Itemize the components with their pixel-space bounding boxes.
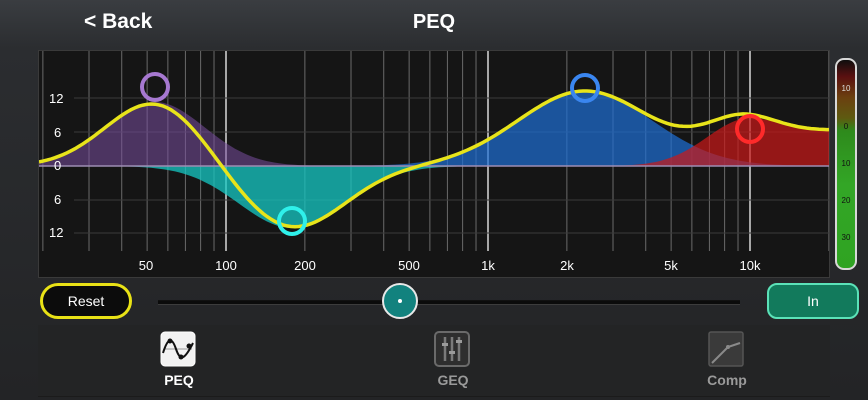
y-label: 12 xyxy=(49,225,63,240)
level-meter: 10 0 10 20 30 xyxy=(835,58,857,270)
band2-fill xyxy=(39,166,829,228)
reset-button[interactable]: Reset xyxy=(40,283,132,319)
y-label: 0 xyxy=(54,158,61,173)
tab-peq[interactable]: PEQ xyxy=(119,325,239,397)
meter-label: 10 xyxy=(841,159,851,168)
band4-fill xyxy=(39,118,829,166)
band-slider-track[interactable] xyxy=(158,300,740,305)
band3-handle[interactable] xyxy=(570,73,600,103)
tab-geq[interactable]: GEQ xyxy=(393,325,513,397)
x-label: 200 xyxy=(294,258,316,273)
y-label: 6 xyxy=(54,192,61,207)
tab-comp[interactable]: Comp xyxy=(667,325,787,397)
y-label: 6 xyxy=(54,125,61,140)
peq-curve-icon xyxy=(160,331,196,367)
band1-handle[interactable] xyxy=(140,72,170,102)
x-label: 5k xyxy=(664,258,678,273)
page-title: PEQ xyxy=(412,11,456,33)
eq-graph-canvas[interactable]: 12 6 0 6 12 50 100 200 500 1k 2k 5k 10k xyxy=(39,51,830,278)
band2-handle[interactable] xyxy=(277,206,307,236)
y-label: 12 xyxy=(49,91,63,106)
band1-fill xyxy=(39,102,829,166)
x-label: 10k xyxy=(740,258,761,273)
x-label: 2k xyxy=(560,258,574,273)
compressor-graph-icon xyxy=(708,331,744,367)
in-toggle-button[interactable]: In xyxy=(767,283,859,319)
meter-label: 20 xyxy=(841,196,851,205)
band4-handle[interactable] xyxy=(735,114,765,144)
eq-response-curve xyxy=(39,89,829,229)
x-label: 50 xyxy=(139,258,153,273)
tab-label: GEQ xyxy=(437,372,469,388)
tab-bar: PEQ GEQ Comp xyxy=(38,325,830,397)
geq-sliders-icon xyxy=(434,331,470,367)
meter-label: 10 xyxy=(841,84,851,93)
tab-label: PEQ xyxy=(164,372,194,388)
meter-label: 0 xyxy=(843,122,849,131)
y-axis-labels: 12 6 0 6 12 xyxy=(49,91,63,240)
x-label: 100 xyxy=(215,258,237,273)
back-button[interactable]: < Back xyxy=(84,10,153,33)
x-axis-labels: 50 100 200 500 1k 2k 5k 10k xyxy=(139,258,761,273)
eq-graph[interactable]: 12 6 0 6 12 50 100 200 500 1k 2k 5k 10k xyxy=(38,50,830,278)
x-label: 500 xyxy=(398,258,420,273)
band3-fill xyxy=(39,91,829,166)
x-label: 1k xyxy=(481,258,495,273)
meter-label: 30 xyxy=(841,233,851,242)
header: < Back PEQ xyxy=(0,0,868,50)
tab-label: Comp xyxy=(707,372,747,388)
band-slider-thumb[interactable] xyxy=(382,283,418,319)
control-row: Reset In xyxy=(0,278,868,324)
